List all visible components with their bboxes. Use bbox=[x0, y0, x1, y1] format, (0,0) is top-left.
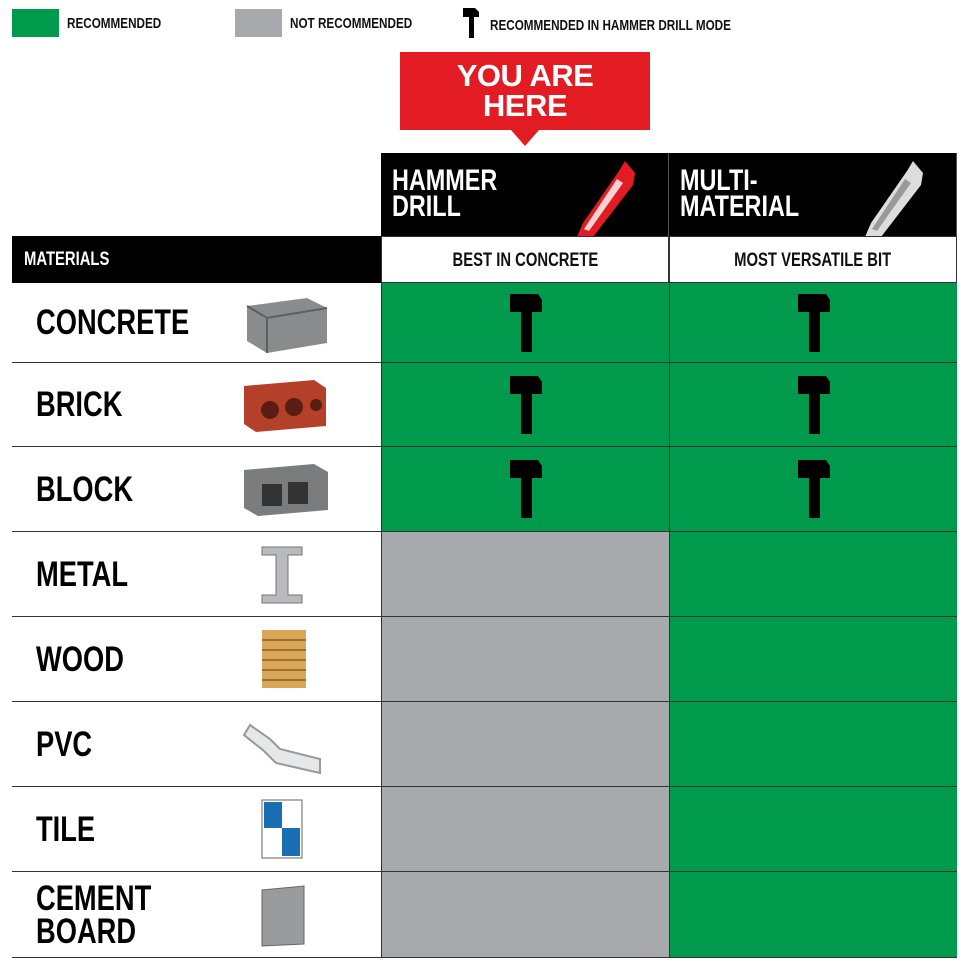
recommended-swatch bbox=[12, 9, 59, 37]
brick-icon bbox=[244, 379, 326, 432]
table-row: CEMENT BOARD bbox=[12, 872, 957, 958]
hammer-mode-cell bbox=[381, 363, 669, 446]
material-label: TILE bbox=[36, 809, 96, 849]
not-recommended-cell bbox=[381, 702, 669, 786]
not-recommended-cell bbox=[381, 787, 669, 871]
table-row: BLOCK bbox=[12, 447, 957, 532]
hammer-icon bbox=[509, 375, 542, 434]
material-label: WOOD bbox=[36, 639, 124, 679]
not-recommended-cell bbox=[381, 532, 669, 616]
wood-stack-icon bbox=[262, 630, 306, 688]
material-label: PVC bbox=[36, 724, 93, 764]
tile-icon bbox=[261, 799, 303, 859]
recommended-cell bbox=[669, 617, 957, 701]
column-title-line2: MATERIAL bbox=[680, 190, 800, 223]
material-label: METAL bbox=[36, 554, 128, 594]
hammer-mode-cell bbox=[669, 283, 957, 362]
pvc-elbow-icon bbox=[242, 723, 321, 775]
recommended-cell bbox=[669, 702, 957, 786]
table-row: METAL bbox=[12, 532, 957, 617]
hammer-mode-cell bbox=[669, 447, 957, 531]
cement-board-icon bbox=[261, 884, 305, 947]
table-row: BRICK bbox=[12, 363, 957, 447]
hammer-icon bbox=[509, 460, 542, 518]
hammer-icon bbox=[797, 460, 830, 518]
material-label: CEMENT BOARD bbox=[36, 878, 152, 951]
table-row: TILE bbox=[12, 787, 957, 872]
hammer-icon bbox=[797, 375, 830, 434]
callout-line1: YOU ARE bbox=[456, 58, 594, 93]
i-beam-icon bbox=[261, 546, 303, 604]
legend-not-recommended: NOT RECOMMENDED bbox=[290, 14, 413, 32]
material-label: BLOCK bbox=[36, 469, 134, 509]
table-row: PVC bbox=[12, 702, 957, 787]
material-label: CONCRETE bbox=[36, 303, 190, 342]
concrete-block-icon bbox=[246, 297, 328, 353]
hammer-mode-cell bbox=[381, 283, 669, 362]
hammer-icon bbox=[797, 293, 830, 352]
silver-drill-bit-icon bbox=[865, 161, 923, 237]
materials-header-label: MATERIALS bbox=[24, 249, 110, 270]
hammer-icon bbox=[509, 293, 542, 352]
not-recommended-cell bbox=[381, 872, 669, 957]
recommended-cell bbox=[669, 872, 957, 957]
not-recommended-swatch bbox=[235, 9, 282, 37]
legend-hammer-mode: RECOMMENDED IN HAMMER DRILL MODE bbox=[490, 16, 731, 34]
callout-line2: HERE bbox=[482, 88, 568, 123]
table-row: CONCRETE bbox=[12, 283, 957, 363]
subtitle-hammer: BEST IN CONCRETE bbox=[381, 236, 669, 283]
subtitle-text: BEST IN CONCRETE bbox=[452, 250, 598, 271]
column-header-multi-material: MULTI- MATERIAL bbox=[669, 153, 957, 237]
hammer-mode-cell bbox=[381, 447, 669, 531]
table-row: WOOD bbox=[12, 617, 957, 702]
you-are-here-callout: YOU ARE HERE bbox=[400, 52, 650, 146]
recommended-cell bbox=[669, 787, 957, 871]
column-title-line1: MULTI- bbox=[680, 164, 758, 197]
hammer-icon bbox=[463, 8, 479, 38]
subtitle-text: MOST VERSATILE BIT bbox=[734, 250, 892, 271]
materials-header: MATERIALS bbox=[12, 236, 381, 283]
hammer-mode-cell bbox=[669, 363, 957, 446]
legend: RECOMMENDED NOT RECOMMENDED RECOMMENDED … bbox=[12, 8, 799, 38]
column-header-hammer-drill: HAMMER DRILL bbox=[381, 153, 669, 237]
subtitle-multi: MOST VERSATILE BIT bbox=[669, 236, 957, 283]
red-drill-bit-icon bbox=[577, 161, 635, 237]
cinder-block-icon bbox=[244, 464, 328, 516]
material-label: BRICK bbox=[36, 385, 123, 424]
column-title-line2: DRILL bbox=[392, 190, 461, 223]
not-recommended-cell bbox=[381, 617, 669, 701]
legend-recommended: RECOMMENDED bbox=[67, 14, 162, 32]
recommended-cell bbox=[669, 532, 957, 616]
column-title-line1: HAMMER bbox=[392, 164, 498, 197]
